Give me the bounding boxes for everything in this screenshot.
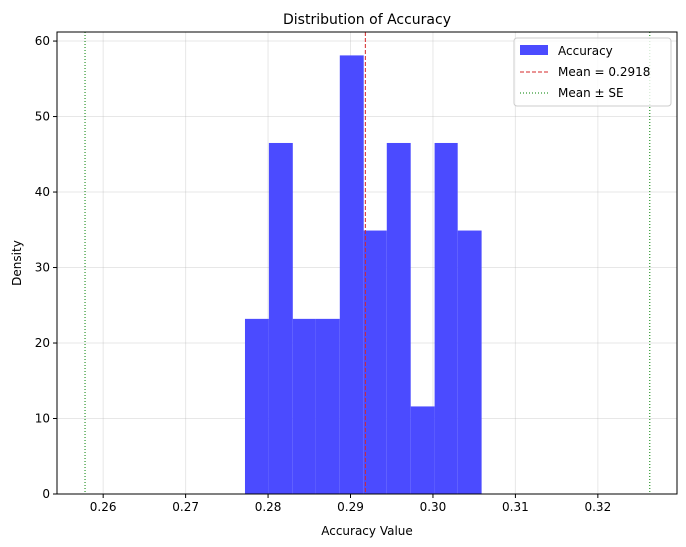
- y-tick-label: 30: [35, 261, 50, 275]
- histogram-bar: [339, 55, 364, 494]
- legend-label-mean: Mean = 0.2918: [558, 65, 650, 79]
- plot-frame: [56, 31, 678, 495]
- histogram-bar: [457, 230, 482, 494]
- y-axis-label: Density: [10, 240, 24, 286]
- histogram-bar: [410, 406, 435, 494]
- legend-label-se: Mean ± SE: [558, 86, 624, 100]
- x-tick-label: 0.28: [255, 500, 282, 514]
- legend-swatch-accuracy: [520, 45, 548, 55]
- y-tick-label: 20: [35, 336, 50, 350]
- y-tick-label: 0: [42, 487, 50, 501]
- histogram-bar: [386, 142, 411, 494]
- x-tick-label: 0.31: [502, 500, 529, 514]
- histogram-bar: [292, 318, 316, 494]
- histogram-bar: [315, 318, 340, 494]
- y-tick-label: 50: [35, 110, 50, 124]
- x-tick-label: 0.32: [584, 500, 611, 514]
- legend-label-accuracy: Accuracy: [558, 44, 613, 58]
- x-axis-label: Accuracy Value: [321, 524, 413, 538]
- histogram-bar: [268, 142, 293, 494]
- legend: Accuracy Mean = 0.2918 Mean ± SE: [513, 37, 672, 107]
- x-tick-label: 0.26: [90, 500, 117, 514]
- x-tick-label: 0.30: [420, 500, 447, 514]
- histogram-bar: [434, 142, 458, 494]
- y-tick-label: 60: [35, 34, 50, 48]
- histogram-bar: [244, 318, 269, 494]
- histogram-bar: [363, 230, 387, 494]
- x-tick-label: 0.27: [172, 500, 199, 514]
- chart-title: Distribution of Accuracy: [283, 12, 451, 28]
- y-tick-label: 10: [35, 412, 50, 426]
- y-tick-label: 40: [35, 185, 50, 199]
- x-tick-label: 0.29: [337, 500, 364, 514]
